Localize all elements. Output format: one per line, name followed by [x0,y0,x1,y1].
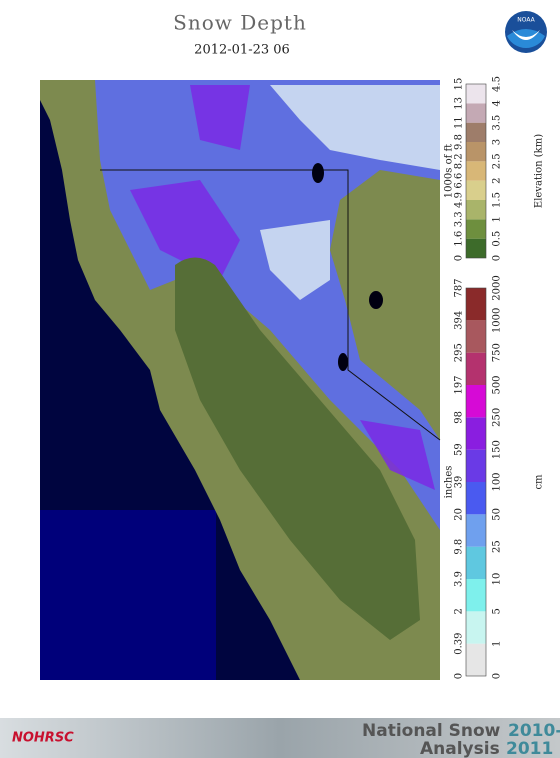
legend-label: 100 [492,472,503,491]
banner-line1: National Snow [362,721,501,741]
legend-label: 197 [454,375,465,394]
legend-swatch [466,611,486,644]
legend-label: 394 [454,311,465,330]
legend-swatch [466,352,486,385]
legend-swatch [466,200,486,220]
banner-years2: 2011 [506,739,553,758]
legend-swatch [466,84,486,104]
legend-label: 4.5 [492,76,503,92]
legend-label: 787 [454,278,465,297]
logo-text: NOAA [517,17,535,24]
legend-swatch [466,417,486,450]
legend-label: 10 [492,573,503,586]
noaa-logo: NOAA [505,11,547,53]
legend-frame [465,287,487,677]
legend-swatch [466,482,486,515]
legend-swatch [466,288,486,321]
legend-title: 1000s of ft [444,144,455,198]
legend-label: 1.6 [454,231,465,247]
legend-label: 5 [492,608,503,614]
legend-swatch [466,514,486,547]
legend-label: 9.8 [454,134,465,150]
banner-line2: Analysis [420,739,500,758]
legend-label: 250 [492,408,503,427]
legend-label: 500 [492,375,503,394]
legend-label: 11 [454,116,465,129]
legend-label: 25 [492,540,503,553]
legend-swatch [466,449,486,482]
legend-label: 59 [454,443,465,456]
legend-label: 0 [492,255,503,261]
legend-label: 295 [454,343,465,362]
agency: NOHRSC [12,731,74,746]
legend-label: 6.6 [454,173,465,189]
legend-label: 15 [454,78,465,91]
legend-title: inches [444,466,455,499]
legend-label: 8.2 [454,153,465,169]
legend-label: 2.5 [492,153,503,169]
legend-label: 39 [454,476,465,489]
legend-label: 0.39 [454,633,465,655]
legend-label: 4.9 [454,192,465,208]
legend-swatch [466,385,486,418]
map [40,80,441,680]
legends: 01.63.34.96.68.29.811131500.511.522.533.… [444,76,545,679]
legend-frame [465,83,487,259]
legend-label: 1.5 [492,192,503,208]
legend-swatch [466,238,486,258]
legend-swatch [466,320,486,353]
legend-swatch [466,546,486,579]
legend-label: 2000 [492,275,503,300]
legend-label: 2 [492,177,503,183]
banner: NOHRSC National Snow Analysis 2010- 2011 [0,718,560,758]
legend-label: 150 [492,440,503,459]
legend-label: 0.5 [492,231,503,247]
legend-label: 98 [454,411,465,424]
legend-label: 0 [454,673,465,679]
legend-swatch [466,643,486,676]
legend-label: 0 [492,673,503,679]
legend-label: 3.3 [454,211,465,227]
legend-title: cm [534,474,545,490]
subtitle: 2012-01-23 06 [194,43,290,58]
legend-swatch [466,103,486,123]
legend-label: 1000 [492,308,503,333]
legend-label: 4 [492,100,503,106]
legend-label: 0 [454,255,465,261]
legend-swatch [466,142,486,162]
legend-label: 750 [492,343,503,362]
banner-years1: 2010- [508,721,560,741]
legend-swatch [466,161,486,181]
title: Snow Depth [173,11,307,35]
legend-label: 1 [492,216,503,222]
legend-label: 3 [492,139,503,145]
legend-label: 2 [454,608,465,614]
legend-label: 20 [454,508,465,521]
legend-label: 3.5 [492,115,503,131]
legend-title: Elevation (km) [534,134,545,208]
legend-swatch [466,180,486,200]
legend-swatch [466,219,486,239]
legend-label: 1 [492,640,503,646]
legend-label: 50 [492,508,503,521]
legend-label: 9.8 [454,539,465,555]
legend-swatch [466,122,486,142]
legend-label: 13 [454,97,465,110]
legend-swatch [466,579,486,612]
legend-label: 3.9 [454,571,465,587]
